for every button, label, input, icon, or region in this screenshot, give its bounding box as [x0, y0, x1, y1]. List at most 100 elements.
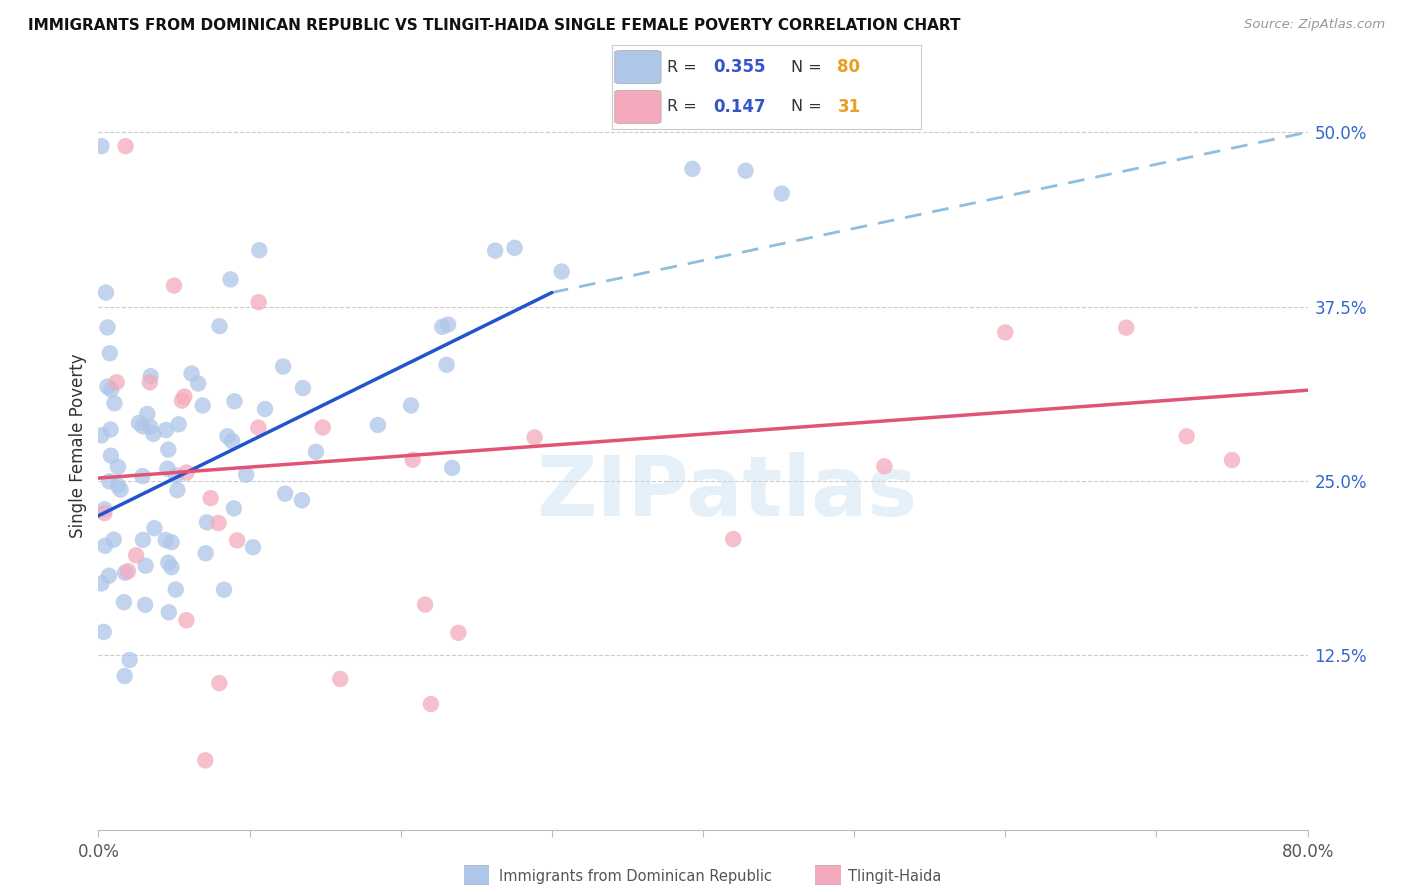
Point [253, 402, 276, 417]
Point [291, 381, 314, 395]
Point [247, 295, 270, 310]
Point [103, 396, 125, 410]
Point [136, 407, 159, 421]
Text: N =: N = [792, 60, 827, 75]
Point [93, 506, 115, 520]
Point [112, 595, 135, 609]
Y-axis label: Single Female Poverty: Single Female Poverty [69, 354, 87, 538]
Point [170, 393, 193, 408]
FancyBboxPatch shape [614, 51, 661, 84]
Point [420, 697, 443, 711]
Point [235, 467, 257, 482]
Point [173, 390, 195, 404]
Text: N =: N = [792, 99, 827, 114]
Point [118, 653, 141, 667]
Point [432, 319, 454, 334]
Point [157, 605, 180, 619]
Point [219, 272, 242, 286]
Point [681, 161, 703, 176]
Point [90, 428, 112, 442]
Point [128, 416, 150, 430]
Point [367, 417, 389, 432]
Point [484, 244, 506, 258]
Point [222, 501, 245, 516]
Point [242, 540, 264, 554]
Point [125, 549, 148, 563]
Point [139, 376, 162, 390]
Point [291, 493, 314, 508]
Point [139, 369, 162, 384]
Point [523, 430, 546, 444]
Text: 0.147: 0.147 [714, 98, 766, 116]
Point [723, 532, 745, 546]
Point [1175, 429, 1198, 443]
Point [165, 582, 187, 597]
Point [217, 429, 239, 443]
Point [873, 459, 896, 474]
Point [132, 419, 155, 434]
Point [247, 244, 270, 258]
Text: 80: 80 [838, 58, 860, 76]
Point [1220, 453, 1243, 467]
Point [503, 241, 526, 255]
Point [94, 285, 117, 300]
Point [114, 139, 136, 153]
Point [274, 486, 297, 500]
Point [195, 516, 218, 530]
Point [180, 367, 202, 381]
Point [226, 533, 249, 548]
Point [436, 358, 458, 372]
Point [166, 483, 188, 497]
Point [207, 516, 229, 530]
Point [160, 535, 183, 549]
FancyBboxPatch shape [463, 865, 491, 885]
Point [114, 566, 136, 580]
Point [103, 533, 125, 547]
Point [157, 442, 180, 457]
Point [1115, 320, 1137, 334]
Point [96, 379, 118, 393]
Point [994, 326, 1017, 340]
Point [100, 422, 122, 436]
Point [157, 556, 180, 570]
Point [155, 423, 177, 437]
FancyBboxPatch shape [814, 865, 842, 885]
Point [131, 469, 153, 483]
Point [208, 676, 231, 690]
Point [143, 521, 166, 535]
Point [187, 376, 209, 391]
Point [100, 383, 122, 397]
Point [110, 483, 132, 497]
Point [132, 533, 155, 547]
Point [208, 319, 231, 334]
Text: R =: R = [668, 60, 702, 75]
Point [194, 753, 217, 767]
Text: 31: 31 [838, 98, 860, 116]
Point [247, 420, 270, 434]
Point [167, 417, 190, 432]
Point [90, 139, 112, 153]
Point [176, 613, 198, 627]
Point [194, 546, 217, 560]
Point [221, 434, 243, 448]
Point [312, 420, 335, 434]
Point [550, 264, 572, 278]
Point [441, 461, 464, 475]
Point [305, 444, 328, 458]
FancyBboxPatch shape [614, 90, 661, 123]
Point [142, 426, 165, 441]
Point [200, 491, 222, 505]
Point [156, 461, 179, 475]
Point [96, 320, 118, 334]
Point [329, 672, 352, 686]
Point [734, 163, 756, 178]
Point [176, 466, 198, 480]
Point [224, 394, 246, 409]
Point [135, 558, 157, 573]
Text: IMMIGRANTS FROM DOMINICAN REPUBLIC VS TLINGIT-HAIDA SINGLE FEMALE POVERTY CORREL: IMMIGRANTS FROM DOMINICAN REPUBLIC VS TL… [28, 18, 960, 33]
Point [139, 420, 162, 434]
Point [399, 399, 422, 413]
Point [90, 576, 112, 591]
Text: R =: R = [668, 99, 702, 114]
Point [437, 318, 460, 332]
